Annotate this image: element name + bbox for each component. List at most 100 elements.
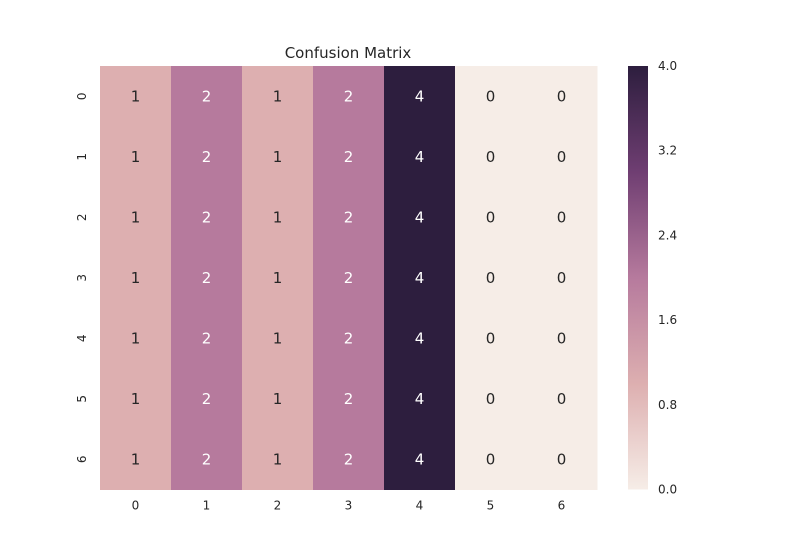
- colorbar-tick-label: 4.0: [658, 59, 677, 73]
- heatmap-cell: [242, 187, 314, 248]
- y-tick-label: 1: [75, 153, 89, 161]
- heatmap-cell: [313, 66, 385, 127]
- colorbar-tick-label: 3.2: [658, 144, 677, 158]
- cell-value-label: 1: [131, 329, 141, 347]
- heatmap-cell: [313, 247, 385, 309]
- heatmap-cell: [100, 308, 172, 369]
- cell-value-label: 0: [486, 390, 496, 408]
- heatmap-cell: [242, 368, 314, 430]
- cell-value-label: 0: [557, 390, 567, 408]
- cell-value-label: 0: [486, 148, 496, 166]
- cell-value-label: 2: [344, 329, 354, 347]
- cell-value-label: 0: [557, 208, 567, 226]
- cell-value-label: 4: [415, 390, 425, 408]
- cell-value-label: 1: [131, 390, 141, 408]
- heatmap-cell: [455, 308, 527, 369]
- heatmap-cell: [100, 368, 172, 430]
- colorbar-tick-label: 0.0: [658, 483, 677, 497]
- y-tick-label: 6: [75, 455, 89, 463]
- heatmap-cell: [526, 187, 598, 248]
- cell-value-label: 0: [557, 148, 567, 166]
- heatmap-cell: [526, 368, 598, 430]
- cell-value-label: 2: [202, 390, 212, 408]
- cell-value-label: 0: [486, 208, 496, 226]
- heatmap-cell: [171, 187, 243, 248]
- cell-value-label: 1: [131, 148, 141, 166]
- cell-value-label: 2: [344, 87, 354, 105]
- cell-value-label: 0: [486, 329, 496, 347]
- heatmap-cell: [100, 247, 172, 309]
- cell-value-label: 2: [202, 87, 212, 105]
- heatmap-cell: [384, 368, 456, 430]
- cell-value-label: 2: [344, 269, 354, 287]
- cell-value-label: 1: [273, 329, 283, 347]
- cell-value-label: 1: [131, 87, 141, 105]
- cell-annotations: 1 2 1 2 4 0 0 1 2 1 2 4 0 0 1 2 1 2 4 0 0 1 2 1 2 4 0 0 1 2 1 2 4 0 0 1 2 1 2 4…: [131, 87, 567, 468]
- heatmap-cell: [100, 126, 172, 188]
- heatmap-cell: [455, 126, 527, 188]
- heatmap-cell: [171, 429, 243, 490]
- x-tick-label: 1: [203, 499, 211, 513]
- cell-value-label: 1: [273, 450, 283, 468]
- colorbar: [628, 66, 648, 490]
- y-tick-label: 3: [75, 274, 89, 282]
- y-axis-tick-labels: 0 1 2 3 4 5 6: [75, 92, 89, 463]
- heatmap-cell: [384, 429, 456, 490]
- cell-value-label: 0: [486, 87, 496, 105]
- cell-value-label: 2: [344, 148, 354, 166]
- heatmap-cell: [384, 66, 456, 127]
- cell-value-label: 4: [415, 208, 425, 226]
- heatmap-cell: [526, 247, 598, 309]
- cell-value-label: 0: [557, 450, 567, 468]
- heatmap-cell: [384, 247, 456, 309]
- colorbar-tick-labels: 0.0 0.8 1.6 2.4 3.2 4.0: [658, 59, 677, 497]
- heatmap-cell: [313, 429, 385, 490]
- cell-value-label: 1: [273, 87, 283, 105]
- heatmap-cell: [171, 66, 243, 127]
- cell-value-label: 1: [273, 148, 283, 166]
- y-tick-label: 0: [75, 92, 89, 100]
- cell-value-label: 1: [273, 269, 283, 287]
- cell-value-label: 2: [202, 450, 212, 468]
- heatmap-cell: [100, 66, 172, 127]
- cell-value-label: 2: [202, 269, 212, 287]
- cell-value-label: 2: [202, 208, 212, 226]
- heatmap-cell: [100, 187, 172, 248]
- heatmap-cell: [455, 66, 527, 127]
- heatmap-cell: [455, 368, 527, 430]
- x-tick-label: 2: [274, 499, 282, 513]
- heatmap-cell: [384, 126, 456, 188]
- heatmap-cell: [455, 187, 527, 248]
- x-axis-tick-labels: 0 1 2 3 4 5 6: [132, 499, 566, 513]
- heatmap-cell: [242, 429, 314, 490]
- heatmap-cell: [526, 308, 598, 369]
- x-tick-label: 3: [345, 499, 353, 513]
- cell-value-label: 4: [415, 329, 425, 347]
- heatmap-cell: [242, 247, 314, 309]
- heatmap-cell: [526, 126, 598, 188]
- cell-value-label: 1: [273, 390, 283, 408]
- cell-value-label: 1: [131, 208, 141, 226]
- heatmap-cell: [526, 66, 598, 127]
- heatmap-cell: [242, 66, 314, 127]
- heatmap-cell: [171, 368, 243, 430]
- cell-value-label: 0: [557, 329, 567, 347]
- cell-value-label: 1: [273, 208, 283, 226]
- heatmap-cell: [313, 187, 385, 248]
- heatmap-cell: [100, 429, 172, 490]
- colorbar-tick-label: 1.6: [658, 313, 677, 327]
- cell-value-label: 0: [557, 269, 567, 287]
- cell-value-label: 4: [415, 148, 425, 166]
- cell-value-label: 2: [344, 208, 354, 226]
- cell-value-label: 4: [415, 269, 425, 287]
- cell-value-label: 2: [202, 329, 212, 347]
- heatmap-cell: [171, 126, 243, 188]
- heatmap-cell: [455, 247, 527, 309]
- y-tick-label: 2: [75, 213, 89, 221]
- cell-value-label: 0: [486, 450, 496, 468]
- x-tick-label: 4: [416, 499, 424, 513]
- cell-value-label: 2: [344, 390, 354, 408]
- heatmap-cell: [242, 126, 314, 188]
- heatmap-cell: [384, 187, 456, 248]
